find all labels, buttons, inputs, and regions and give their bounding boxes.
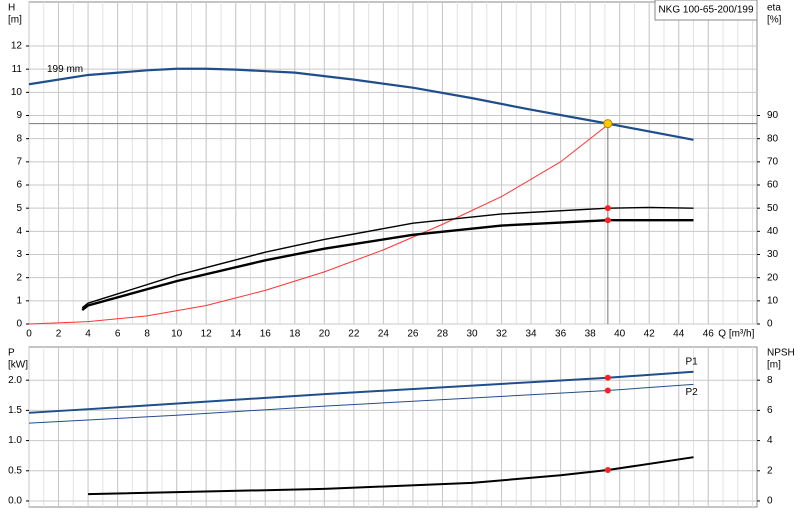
- y-tick-label: 1.0: [8, 435, 22, 446]
- series-label: 199 mm: [47, 64, 83, 75]
- y-tick-label: 9: [16, 110, 22, 121]
- x-tick-label: 4: [85, 329, 91, 340]
- series-line: [28, 124, 609, 325]
- y2-tick-label: 8: [767, 375, 773, 386]
- duty-point: [603, 119, 613, 129]
- x-tick-label: 28: [437, 329, 449, 340]
- duty-point: [604, 387, 611, 394]
- x-tick-label: 2: [56, 329, 62, 340]
- y-tick-label: 1: [16, 295, 22, 306]
- x-axis-label: Q [m³/h]: [718, 329, 754, 340]
- duty-point: [604, 467, 611, 474]
- x-tick-label: 18: [289, 329, 301, 340]
- y2-axis-label: eta: [767, 3, 781, 14]
- y-axis-label: H: [8, 3, 15, 14]
- y2-tick-label: 40: [767, 226, 779, 237]
- x-tick-label: 22: [348, 329, 360, 340]
- duty-point: [604, 205, 611, 212]
- duty-point: [604, 217, 611, 224]
- y2-tick-label: 4: [767, 435, 773, 446]
- y2-tick-label: 30: [767, 249, 779, 260]
- plot-area: [28, 1, 758, 325]
- x-tick-label: 32: [496, 329, 508, 340]
- y-axis-label: [m]: [8, 15, 22, 26]
- x-tick-label: 44: [673, 329, 685, 340]
- y2-tick-label: 6: [767, 405, 773, 416]
- x-tick-label: 30: [466, 329, 478, 340]
- y2-tick-label: 50: [767, 203, 779, 214]
- plot-area: [28, 346, 758, 508]
- x-tick-label: 40: [614, 329, 626, 340]
- x-tick-label: 42: [644, 329, 656, 340]
- x-tick-label: 38: [585, 329, 597, 340]
- series-line: [28, 67, 694, 141]
- y2-tick-label: 70: [767, 156, 779, 167]
- y-tick-label: 8: [16, 133, 22, 144]
- series-label: P1: [686, 356, 699, 367]
- y2-axis-label: [m]: [767, 360, 781, 371]
- y-tick-label: 6: [16, 180, 22, 191]
- chart-title: NKG 100-65-200/199: [658, 5, 754, 16]
- y-tick-label: 0.0: [8, 496, 22, 507]
- y-tick-label: 12: [11, 41, 23, 52]
- x-tick-label: 20: [319, 329, 331, 340]
- y2-tick-label: 0: [767, 319, 773, 330]
- y-tick-label: 2.0: [8, 375, 22, 386]
- y-tick-label: 11: [12, 64, 23, 75]
- y-tick-label: 0: [16, 319, 22, 330]
- x-tick-label: 36: [555, 329, 567, 340]
- y2-tick-label: 60: [767, 180, 779, 191]
- x-tick-label: 34: [526, 329, 538, 340]
- x-tick-label: 12: [201, 329, 213, 340]
- y-tick-label: 3: [16, 249, 22, 260]
- x-tick-label: 8: [144, 329, 150, 340]
- y-axis-label: P: [8, 348, 15, 359]
- y-tick-label: 10: [11, 87, 23, 98]
- y-tick-label: 7: [16, 156, 22, 167]
- x-tick-label: 46: [703, 329, 715, 340]
- title-box: [654, 0, 758, 21]
- y2-tick-label: 10: [767, 295, 779, 306]
- y-tick-label: 2: [16, 272, 22, 283]
- series-label: P2: [686, 387, 699, 398]
- y2-tick-label: 80: [767, 133, 779, 144]
- series-line: [88, 456, 694, 496]
- y2-tick-label: 90: [767, 110, 779, 121]
- y-axis-label: [kW]: [8, 360, 28, 371]
- series-line: [28, 370, 694, 414]
- x-tick-label: 6: [115, 329, 121, 340]
- y-tick-label: 0.5: [8, 465, 22, 476]
- series-line: [81, 219, 694, 312]
- x-tick-label: 26: [407, 329, 419, 340]
- y-tick-label: 1.5: [8, 405, 22, 416]
- y2-axis-label: NPSH: [767, 348, 795, 359]
- y2-tick-label: 20: [767, 272, 779, 283]
- series-line: [28, 383, 694, 424]
- y2-tick-label: 2: [767, 465, 773, 476]
- x-tick-label: 0: [26, 329, 32, 340]
- x-tick-label: 14: [230, 329, 242, 340]
- x-tick-label: 16: [260, 329, 272, 340]
- duty-point: [604, 374, 611, 381]
- y-tick-label: 5: [16, 203, 22, 214]
- y2-axis-label: [%]: [767, 15, 782, 26]
- series-line: [81, 206, 694, 309]
- y-tick-label: 4: [16, 226, 22, 237]
- x-tick-label: 24: [378, 329, 390, 340]
- x-tick-label: 10: [171, 329, 183, 340]
- y2-tick-label: 0: [767, 496, 773, 507]
